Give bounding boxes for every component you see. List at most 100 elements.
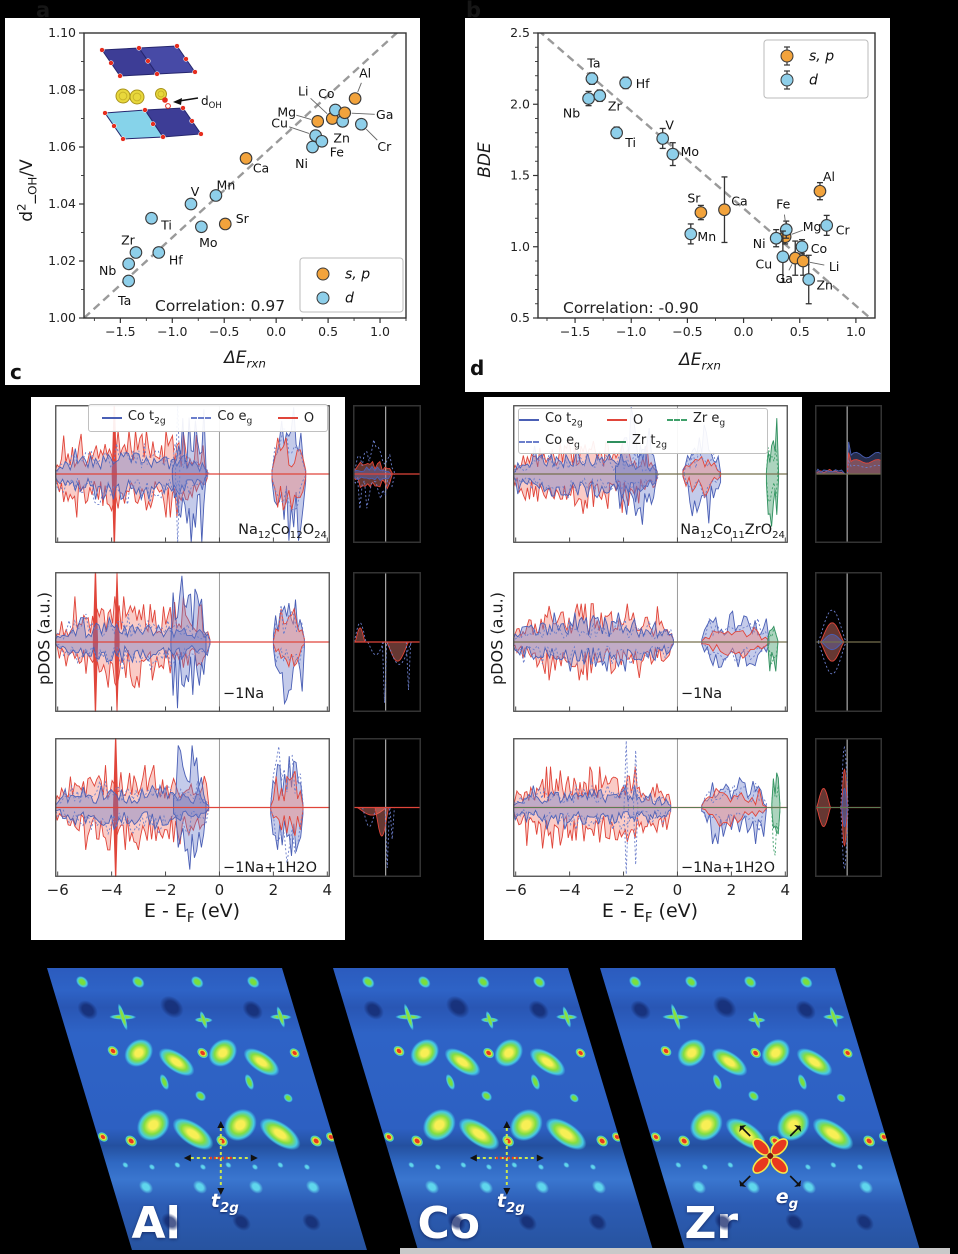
density-blob	[301, 1162, 312, 1171]
density-blob	[242, 974, 264, 991]
panel-letter-c: c	[10, 360, 22, 384]
legend-line-sample	[191, 417, 212, 419]
density-blob	[432, 1162, 443, 1171]
x-tick-label: −6	[46, 881, 69, 899]
pdos-co-row1-label: Na12Co12O24	[238, 522, 327, 541]
svg-text:1.0: 1.0	[370, 324, 390, 339]
density-blob	[581, 1209, 614, 1234]
density-blob	[472, 974, 494, 991]
density-blob	[477, 1010, 503, 1031]
svg-text:Sr: Sr	[236, 211, 250, 226]
density-blob	[307, 1134, 326, 1149]
svg-text:1.00: 1.00	[48, 310, 76, 325]
svg-text:Mn: Mn	[217, 177, 236, 192]
density-map-zr: Zr eg	[600, 968, 920, 1250]
legend-item: Co t2g	[519, 411, 607, 429]
density-blob	[152, 992, 192, 1023]
svg-text:Ti: Ti	[160, 217, 172, 232]
scatter-a-xlabel: ΔErxn	[224, 348, 266, 371]
legend-line-sample	[519, 441, 539, 443]
svg-text:Ta: Ta	[586, 56, 600, 71]
data-point-Cu	[776, 250, 790, 264]
density-blob	[186, 974, 208, 991]
pdos-zr-mini2	[815, 572, 882, 712]
data-point-Fe	[315, 134, 329, 148]
density-blob	[406, 1161, 417, 1170]
svg-text:−1.5: −1.5	[560, 324, 590, 339]
density-blob	[572, 1046, 589, 1059]
density-blob	[241, 1072, 258, 1093]
density-map-co: Co t2g	[333, 968, 653, 1250]
data-point-Zr	[129, 246, 143, 259]
eg-orbital-annotation	[739, 1125, 802, 1187]
density-blob	[442, 1072, 459, 1093]
density-blob	[551, 1005, 582, 1030]
density-blob	[156, 1072, 173, 1093]
pdos-co-row3-label: −1Na+1H2O	[223, 860, 318, 876]
density-blob	[593, 1134, 612, 1149]
panel-letter-b: b	[466, 0, 482, 22]
density-blob	[818, 1005, 849, 1030]
svg-text:0.5: 0.5	[790, 324, 810, 339]
svg-text:0.0: 0.0	[266, 324, 286, 339]
pdos-zr-row3-label: −1Na+1H2O	[681, 860, 776, 876]
density-blob	[295, 1209, 328, 1234]
svg-text:−0.5: −0.5	[209, 324, 239, 339]
data-point-Li	[796, 254, 810, 268]
pdos-panel-co: Co t2g Co eg O Na12Co12O24 −1Na −1Na+1H2O …	[31, 397, 345, 940]
svg-text:Sr: Sr	[687, 191, 701, 206]
svg-text:V: V	[665, 117, 674, 132]
svg-text:Ti: Ti	[624, 135, 636, 150]
pdos-zr-legend: Co t2g O Zr eg Co eg Zr t2g	[518, 408, 768, 454]
scatter-b-ylabel: BDE	[475, 142, 495, 178]
svg-text:Mn: Mn	[697, 229, 716, 244]
svg-text:Al: Al	[823, 169, 835, 184]
density-blob	[788, 997, 823, 1024]
density-blob	[709, 1072, 726, 1093]
x-tick-label: −4	[558, 881, 581, 899]
svg-text:Zn: Zn	[333, 130, 350, 145]
density-blob	[71, 974, 93, 991]
density-blob	[587, 1162, 598, 1171]
density-blob	[673, 1161, 684, 1170]
legend-line-sample	[607, 441, 626, 443]
svg-text:0.5: 0.5	[318, 324, 338, 339]
legend-line-sample	[277, 417, 298, 419]
legend-item: Zr eg	[667, 411, 759, 429]
pdos-co-xlabel: E - EF (eV)	[143, 900, 241, 926]
scatter-b-xlabel: ΔErxn	[679, 350, 721, 373]
scatter-panel-a: −1.5 −1.0 −0.5 0.0 0.5 1.0 1.00 1.02 1.04 1.06 1.0…	[5, 18, 420, 385]
svg-text:1.08: 1.08	[48, 82, 76, 97]
density-blob	[477, 1089, 496, 1104]
density-blob	[848, 1209, 881, 1234]
svg-text:Ga: Ga	[776, 271, 793, 286]
density-map-al: Al t2g	[47, 968, 367, 1250]
density-blob	[511, 1209, 543, 1234]
x-tick-label: 2	[268, 881, 279, 899]
data-point-Cr	[820, 219, 834, 232]
svg-text:−1.0: −1.0	[157, 324, 187, 339]
density-blob	[380, 1131, 397, 1144]
svg-text:Ta: Ta	[117, 293, 131, 308]
pdos-zr-ylabel: pDOS (a.u.)	[487, 592, 507, 685]
density-blob	[389, 1002, 428, 1033]
x-tick-label: 2	[726, 881, 737, 899]
density-blob	[804, 1107, 863, 1161]
density-blob	[300, 1177, 325, 1196]
scatter-b-correlation: Correlation: -0.90	[563, 299, 699, 317]
density-blob	[656, 1002, 695, 1033]
density-blob	[127, 974, 149, 991]
pdos-co-mini1	[353, 405, 421, 543]
svg-text:1.5: 1.5	[510, 168, 530, 183]
density-blob	[104, 1044, 122, 1058]
density-blob	[357, 974, 379, 991]
density-blob	[457, 1161, 469, 1170]
density-blob	[839, 1046, 856, 1059]
pdos-co-mini2	[353, 572, 421, 712]
density-blob	[280, 1091, 296, 1104]
density-blob	[647, 1131, 664, 1144]
pdos-zr-row2-label: −1Na	[681, 686, 723, 702]
svg-text:−1.0: −1.0	[616, 324, 646, 339]
density-blob	[687, 1177, 711, 1196]
data-point-V	[184, 197, 198, 211]
